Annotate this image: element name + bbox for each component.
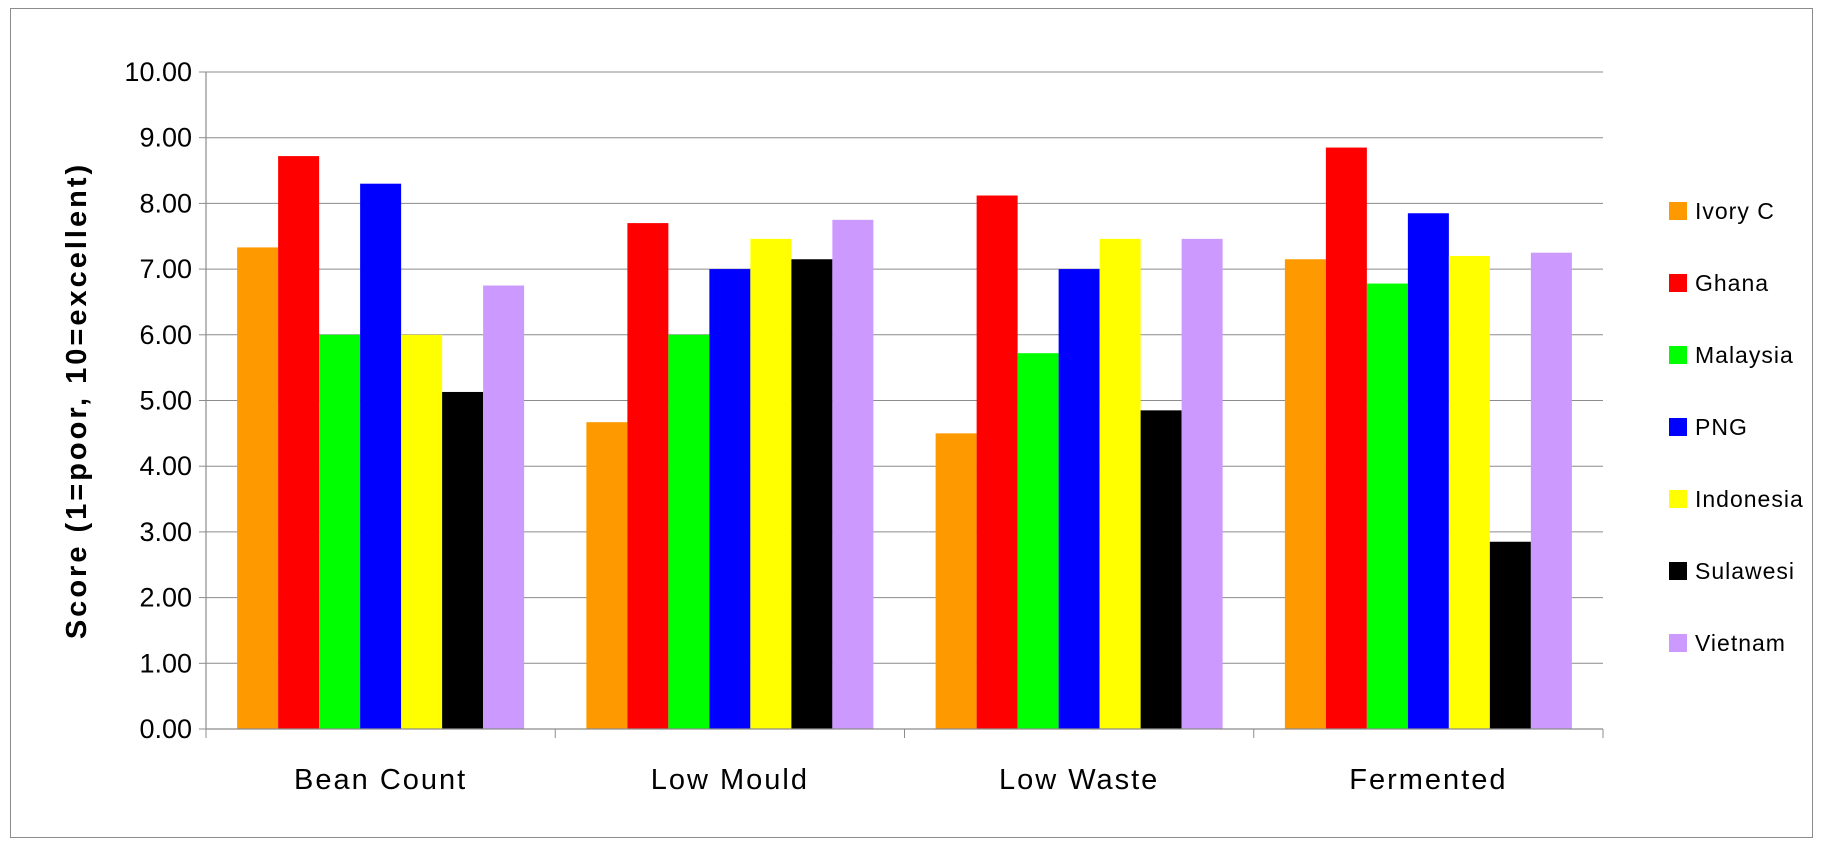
bar — [401, 334, 443, 729]
bar — [627, 223, 669, 730]
bar — [750, 238, 792, 730]
legend-item: Vietnam — [1669, 630, 1786, 656]
bar — [586, 422, 628, 729]
y-tick-label: 3.00 — [139, 517, 192, 547]
bar — [360, 183, 402, 729]
y-tick-label: 7.00 — [139, 254, 192, 284]
y-tick-label: 2.00 — [139, 583, 192, 613]
bar — [1284, 259, 1326, 729]
legend-item: Indonesia — [1669, 486, 1804, 512]
y-tick-label: 0.00 — [139, 714, 192, 744]
category-label: Low Mould — [651, 764, 809, 796]
bar — [1099, 238, 1141, 730]
bar — [1325, 147, 1367, 729]
bar — [1366, 283, 1408, 729]
bar — [709, 269, 751, 729]
legend-swatch — [1669, 634, 1687, 652]
legend-item: Malaysia — [1669, 342, 1794, 368]
legend-label: Indonesia — [1695, 486, 1804, 512]
y-tick-label: 1.00 — [139, 648, 192, 678]
bar — [1058, 269, 1100, 729]
bar — [1140, 410, 1182, 729]
y-axis-label: Score (1=poor, 10=excellent) — [61, 162, 93, 639]
legend-swatch — [1669, 346, 1687, 364]
legend-label: Ghana — [1695, 270, 1769, 296]
bar — [319, 334, 361, 729]
legend-label: Malaysia — [1695, 342, 1794, 368]
bar — [668, 334, 710, 729]
bar — [237, 247, 279, 729]
bar-chart: 0.00 1.00 2.00 3.00 4.00 5.00 6.00 7.00 8.00 9.00… — [61, 57, 1804, 796]
y-tick-label: 4.00 — [139, 451, 192, 481]
bar — [976, 195, 1018, 730]
bar — [278, 156, 320, 729]
legend: Ivory C Ghana Malaysia PNG Indonesia Sulawesi… — [1669, 198, 1804, 656]
y-tick-label: 5.00 — [139, 386, 192, 416]
bar — [935, 433, 977, 729]
y-tick-label: 10.00 — [124, 57, 192, 87]
y-tick-label: 6.00 — [139, 320, 192, 350]
legend-item: PNG — [1669, 414, 1748, 440]
legend-swatch — [1669, 274, 1687, 292]
legend-item: Ghana — [1669, 270, 1769, 296]
category-label: Fermented — [1349, 764, 1507, 796]
category-label: Low Waste — [999, 764, 1159, 796]
legend-item: Sulawesi — [1669, 558, 1795, 584]
bar — [791, 259, 833, 729]
legend-label: Ivory C — [1695, 198, 1775, 224]
bar — [1407, 213, 1449, 729]
bar — [1017, 353, 1059, 729]
y-tick-labels: 0.00 1.00 2.00 3.00 4.00 5.00 6.00 7.00 8.00 9.00… — [124, 57, 206, 744]
bar — [832, 219, 874, 729]
bar — [442, 391, 484, 729]
bar — [1181, 238, 1223, 730]
bar — [483, 285, 525, 729]
bar — [1448, 255, 1490, 729]
legend-label: Sulawesi — [1695, 558, 1795, 584]
category-labels: Bean Count Low Mould Low Waste Fermented — [294, 764, 1507, 796]
chart-frame: 0.00 1.00 2.00 3.00 4.00 5.00 6.00 7.00 8.00 9.00… — [10, 8, 1813, 838]
category-label: Bean Count — [294, 764, 467, 796]
bar — [1530, 252, 1572, 730]
legend-swatch — [1669, 202, 1687, 220]
y-tick-label: 9.00 — [139, 123, 192, 153]
bar — [1489, 541, 1531, 729]
y-tick-label: 8.00 — [139, 188, 192, 218]
legend-item: Ivory C — [1669, 198, 1775, 224]
bars — [237, 147, 1572, 730]
legend-swatch — [1669, 562, 1687, 580]
legend-label: Vietnam — [1695, 630, 1786, 656]
legend-label: PNG — [1695, 414, 1748, 440]
legend-swatch — [1669, 490, 1687, 508]
axes — [205, 72, 1604, 738]
legend-swatch — [1669, 418, 1687, 436]
